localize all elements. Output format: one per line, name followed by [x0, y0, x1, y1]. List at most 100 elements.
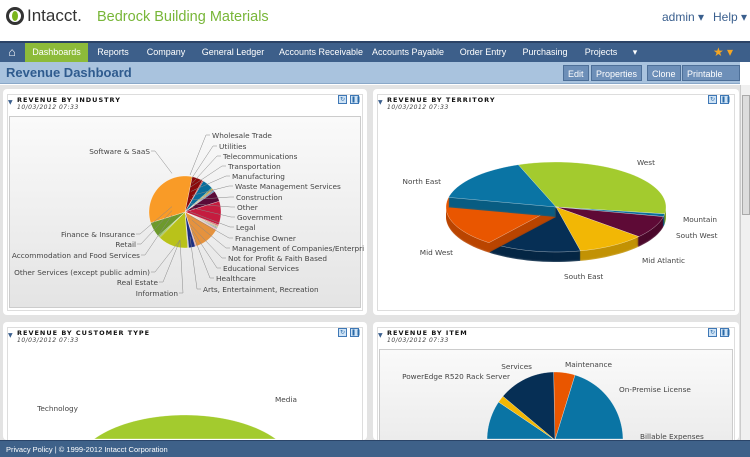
- pie-slice-finance-insurance[interactable]: [150, 211, 186, 237]
- pie-slice-other-services-except-public-admin-[interactable]: [159, 211, 188, 249]
- pie-slice-other[interactable]: [184, 191, 220, 213]
- leader-line: [189, 224, 226, 259]
- clone-button[interactable]: Clone: [647, 65, 681, 81]
- pie-slice-media[interactable]: [93, 414, 277, 440]
- slice-label: Manufacturing: [232, 171, 285, 181]
- pie-slice-north-east[interactable]: [448, 164, 557, 208]
- settings-icon[interactable]: ❚❚: [350, 328, 362, 337]
- slice-label: Real Estate: [116, 277, 158, 287]
- slice-label: Legal: [236, 222, 256, 232]
- leader-line: [179, 239, 184, 294]
- slice-label: Technology: [37, 403, 78, 413]
- leader-line: [189, 196, 234, 201]
- slice-label: Government: [237, 212, 283, 222]
- leader-line: [189, 165, 226, 188]
- leader-line: [190, 228, 221, 269]
- pie-slice-south-west[interactable]: [555, 206, 664, 237]
- brand-text: Intacct.: [27, 6, 82, 25]
- slice-label: Healthcare: [216, 273, 256, 283]
- widget-date: 10/03/2012 07:33: [387, 337, 449, 344]
- leader-line: [137, 210, 173, 245]
- nav-general-ledger[interactable]: General Ledger: [201, 47, 265, 57]
- settings-icon[interactable]: ❚❚: [350, 95, 362, 104]
- slice-label: PowerEdge R520 Rack Server: [402, 371, 510, 381]
- collapse-caret-icon[interactable]: ▼: [378, 99, 383, 106]
- nav-accounts-receivable[interactable]: Accounts Receivable: [278, 47, 364, 57]
- slice-label: Arts, Entertainment, Recreation: [203, 284, 319, 294]
- slice-label: Construction: [236, 192, 283, 202]
- nav-projects[interactable]: Projects: [584, 47, 618, 57]
- refresh-icon[interactable]: ↻: [338, 328, 347, 337]
- nav-accounts-payable[interactable]: Accounts Payable: [371, 47, 445, 57]
- pie-slice-west[interactable]: [517, 161, 667, 214]
- leader-line: [141, 214, 173, 256]
- leader-line: [191, 220, 230, 249]
- charts-layer: [93, 134, 667, 440]
- scrollbar-thumb[interactable]: [742, 95, 750, 215]
- slice-label: On-Premise License: [619, 384, 691, 394]
- slice-label: Waste Management Services: [235, 181, 341, 191]
- slice-label: Accommodation and Food Services: [11, 250, 140, 260]
- collapse-caret-icon[interactable]: ▼: [378, 332, 383, 339]
- settings-icon[interactable]: ❚❚: [720, 328, 732, 337]
- header: Intacct. Bedrock Building Materials admi…: [0, 0, 750, 40]
- slice-label: Software & SaaS: [89, 146, 150, 156]
- intacct-logo[interactable]: Intacct.: [6, 6, 82, 26]
- slice-label: Wholesale Trade: [212, 130, 272, 140]
- slice-label: Media: [275, 394, 297, 404]
- pie-slice-on-premise-license[interactable]: [555, 374, 624, 440]
- nav-more-dropdown[interactable]: ▾: [632, 47, 638, 57]
- pie-slice-software-saas[interactable]: [148, 175, 193, 223]
- favorites-star-icon[interactable]: ★ ▾: [712, 45, 734, 59]
- pie-slice-billable-expenses[interactable]: [486, 401, 555, 440]
- slice-label: North East: [402, 176, 441, 186]
- slice-label: South West: [676, 230, 718, 240]
- widget-title: REVENUE BY CUSTOMER TYPE: [17, 329, 151, 337]
- slice-label: Mid Atlantic: [642, 255, 686, 265]
- widget-date: 10/03/2012 07:33: [17, 337, 79, 344]
- slice-label: Information: [135, 288, 178, 298]
- leader-line: [190, 203, 235, 208]
- page-title: Revenue Dashboard: [6, 65, 132, 80]
- slice-label: West: [637, 157, 655, 167]
- leader-line: [191, 207, 235, 218]
- pie-slice-government[interactable]: [184, 201, 222, 226]
- leader-line: [151, 150, 173, 174]
- slice-label: Billable Expenses: [640, 431, 704, 441]
- settings-icon[interactable]: ❚❚: [720, 95, 732, 104]
- edit-button[interactable]: Edit: [563, 65, 589, 81]
- home-icon[interactable]: ⌂: [8, 45, 16, 59]
- company-name: Bedrock Building Materials: [97, 9, 269, 25]
- pie-slice-mid-atlantic[interactable]: [555, 206, 640, 252]
- title-bar: Revenue Dashboard Edit Properties Clone …: [0, 62, 740, 95]
- pie-slice-services[interactable]: [502, 371, 556, 440]
- nav-purchasing[interactable]: Purchasing: [522, 47, 568, 57]
- nav-order-entry[interactable]: Order Entry: [459, 47, 507, 57]
- admin-menu[interactable]: admin ▾: [662, 10, 705, 24]
- slice-label: South East: [564, 271, 604, 281]
- footer-text[interactable]: Privacy Policy | © 1999-2012 Intacct Cor…: [6, 445, 168, 454]
- vertical-scrollbar[interactable]: [740, 85, 750, 440]
- nav-company[interactable]: Company: [146, 47, 186, 57]
- nav-dashboards[interactable]: Dashboards: [25, 43, 88, 62]
- slice-label: Telecommunications: [223, 151, 298, 161]
- nav-reports[interactable]: Reports: [97, 47, 129, 57]
- leader-line: [191, 232, 214, 279]
- leader-line: [190, 215, 233, 239]
- widget-date: 10/03/2012 07:33: [387, 104, 449, 111]
- slice-label: Maintenance: [565, 359, 612, 369]
- widget-title: REVENUE BY ITEM: [387, 329, 468, 337]
- properties-button[interactable]: Properties: [591, 65, 643, 81]
- collapse-caret-icon[interactable]: ▼: [8, 99, 13, 106]
- pie-chart: [486, 371, 624, 440]
- widget-title: REVENUE BY TERRITORY: [387, 96, 496, 104]
- refresh-icon[interactable]: ↻: [708, 328, 717, 337]
- collapse-caret-icon[interactable]: ▼: [8, 332, 13, 339]
- slice-label: Mid West: [419, 247, 453, 257]
- leader-line: [190, 145, 217, 180]
- help-menu[interactable]: Help ▾: [713, 10, 748, 24]
- refresh-icon[interactable]: ↻: [708, 95, 717, 104]
- leader-line: [189, 134, 210, 176]
- main-nav: ⌂ Dashboards Reports Company General Led…: [0, 41, 750, 62]
- refresh-icon[interactable]: ↻: [338, 95, 347, 104]
